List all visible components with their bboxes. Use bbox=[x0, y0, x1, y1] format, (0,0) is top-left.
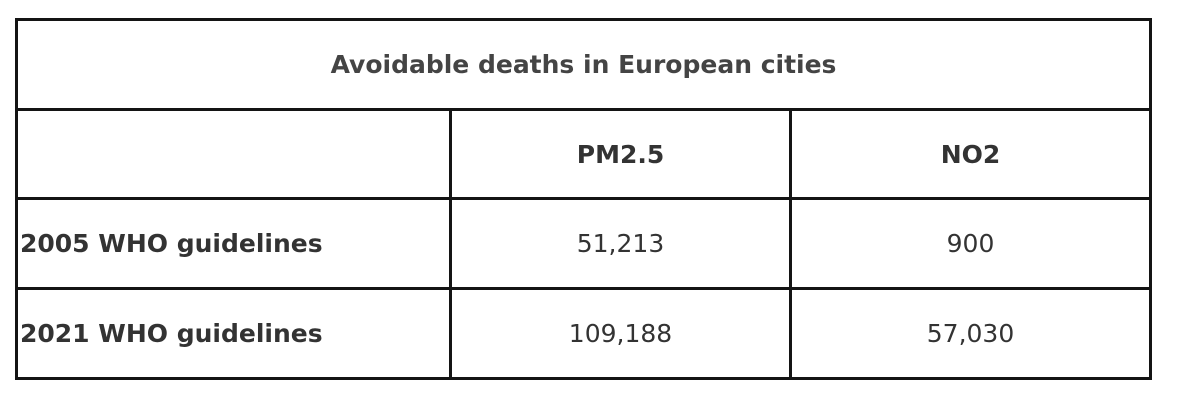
table-title: Avoidable deaths in European cities bbox=[14, 18, 1153, 111]
table-header-row: PM2.5 NO2 bbox=[15, 108, 1153, 200]
cell-2021-no2: 57,030 bbox=[788, 287, 1153, 380]
table-row: 2005 WHO guidelines 51,213 900 bbox=[15, 197, 1153, 290]
table-row: 2021 WHO guidelines 109,188 57,030 bbox=[15, 287, 1153, 380]
table-title-row: Avoidable deaths in European cities bbox=[14, 18, 1153, 111]
cell-2005-pm25: 51,213 bbox=[449, 197, 792, 290]
cell-2005-no2: 900 bbox=[788, 197, 1153, 290]
header-cell-pm25: PM2.5 bbox=[449, 108, 792, 200]
row-label-2021: 2021 WHO guidelines bbox=[15, 287, 452, 380]
row-label-2005: 2005 WHO guidelines bbox=[15, 197, 452, 290]
avoidable-deaths-table: Avoidable deaths in European cities PM2.… bbox=[14, 18, 1153, 380]
header-cell-no2: NO2 bbox=[788, 108, 1153, 200]
header-cell-empty bbox=[15, 108, 452, 200]
cell-2021-pm25: 109,188 bbox=[449, 287, 792, 380]
